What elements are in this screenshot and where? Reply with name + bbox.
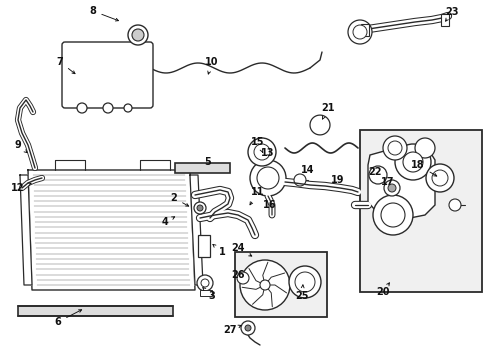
Circle shape [132, 29, 143, 41]
Polygon shape [190, 175, 203, 285]
Circle shape [372, 195, 412, 235]
Circle shape [124, 104, 132, 112]
Circle shape [201, 279, 208, 287]
Text: 25: 25 [295, 285, 308, 301]
Text: 3: 3 [203, 288, 215, 301]
Circle shape [260, 280, 269, 290]
Text: 14: 14 [301, 165, 314, 175]
Circle shape [347, 20, 371, 44]
FancyBboxPatch shape [62, 42, 153, 108]
Text: 27: 27 [223, 325, 241, 335]
Circle shape [402, 152, 422, 172]
Circle shape [394, 144, 430, 180]
Text: 20: 20 [375, 283, 389, 297]
Bar [360, 24, 368, 36]
Circle shape [352, 25, 366, 39]
Circle shape [387, 141, 401, 155]
Circle shape [414, 138, 434, 158]
Circle shape [77, 103, 87, 113]
Circle shape [244, 325, 250, 331]
Polygon shape [367, 148, 434, 218]
Text: 8: 8 [89, 6, 118, 21]
Text: 10: 10 [205, 57, 218, 74]
Circle shape [294, 272, 314, 292]
Circle shape [249, 160, 285, 196]
Text: 26: 26 [231, 270, 244, 280]
Text: 17: 17 [381, 177, 394, 187]
Text: 4: 4 [162, 217, 174, 227]
Text: 2: 2 [170, 193, 188, 206]
Bar [440, 14, 448, 26]
Text: 24: 24 [231, 243, 251, 256]
Bar [235, 252, 326, 317]
Circle shape [431, 170, 447, 186]
Circle shape [293, 174, 305, 186]
Circle shape [194, 202, 205, 214]
Circle shape [197, 275, 213, 291]
Polygon shape [309, 115, 329, 135]
Circle shape [425, 164, 453, 192]
Circle shape [380, 203, 404, 227]
Circle shape [241, 321, 254, 335]
Polygon shape [20, 175, 32, 285]
Circle shape [383, 180, 399, 196]
Circle shape [240, 260, 289, 310]
Text: 12: 12 [11, 183, 31, 193]
Text: 9: 9 [15, 140, 27, 153]
Text: 15: 15 [251, 137, 264, 152]
Circle shape [128, 25, 148, 45]
Text: 1: 1 [212, 244, 225, 257]
Circle shape [247, 138, 275, 166]
Text: 19: 19 [330, 175, 344, 185]
Bar [359, 130, 481, 292]
Circle shape [253, 144, 269, 160]
Polygon shape [28, 170, 195, 290]
Text: 22: 22 [367, 167, 381, 177]
Bar [175, 163, 229, 173]
Circle shape [448, 199, 460, 211]
Bar [198, 235, 209, 257]
Circle shape [382, 136, 406, 160]
Circle shape [288, 266, 320, 298]
Text: 18: 18 [410, 160, 436, 176]
Bar [18, 306, 173, 316]
Text: 6: 6 [55, 310, 81, 327]
Text: 16: 16 [263, 200, 276, 210]
Text: 5: 5 [204, 157, 211, 167]
Text: 21: 21 [321, 103, 334, 119]
Bar [200, 290, 212, 296]
Circle shape [103, 103, 113, 113]
Text: 7: 7 [57, 57, 75, 74]
Text: 11: 11 [249, 187, 264, 205]
Circle shape [387, 184, 395, 192]
Circle shape [368, 166, 386, 184]
Circle shape [237, 272, 248, 284]
Text: 23: 23 [445, 7, 458, 21]
Circle shape [257, 167, 279, 189]
Text: 13: 13 [261, 148, 274, 158]
Circle shape [197, 205, 203, 211]
